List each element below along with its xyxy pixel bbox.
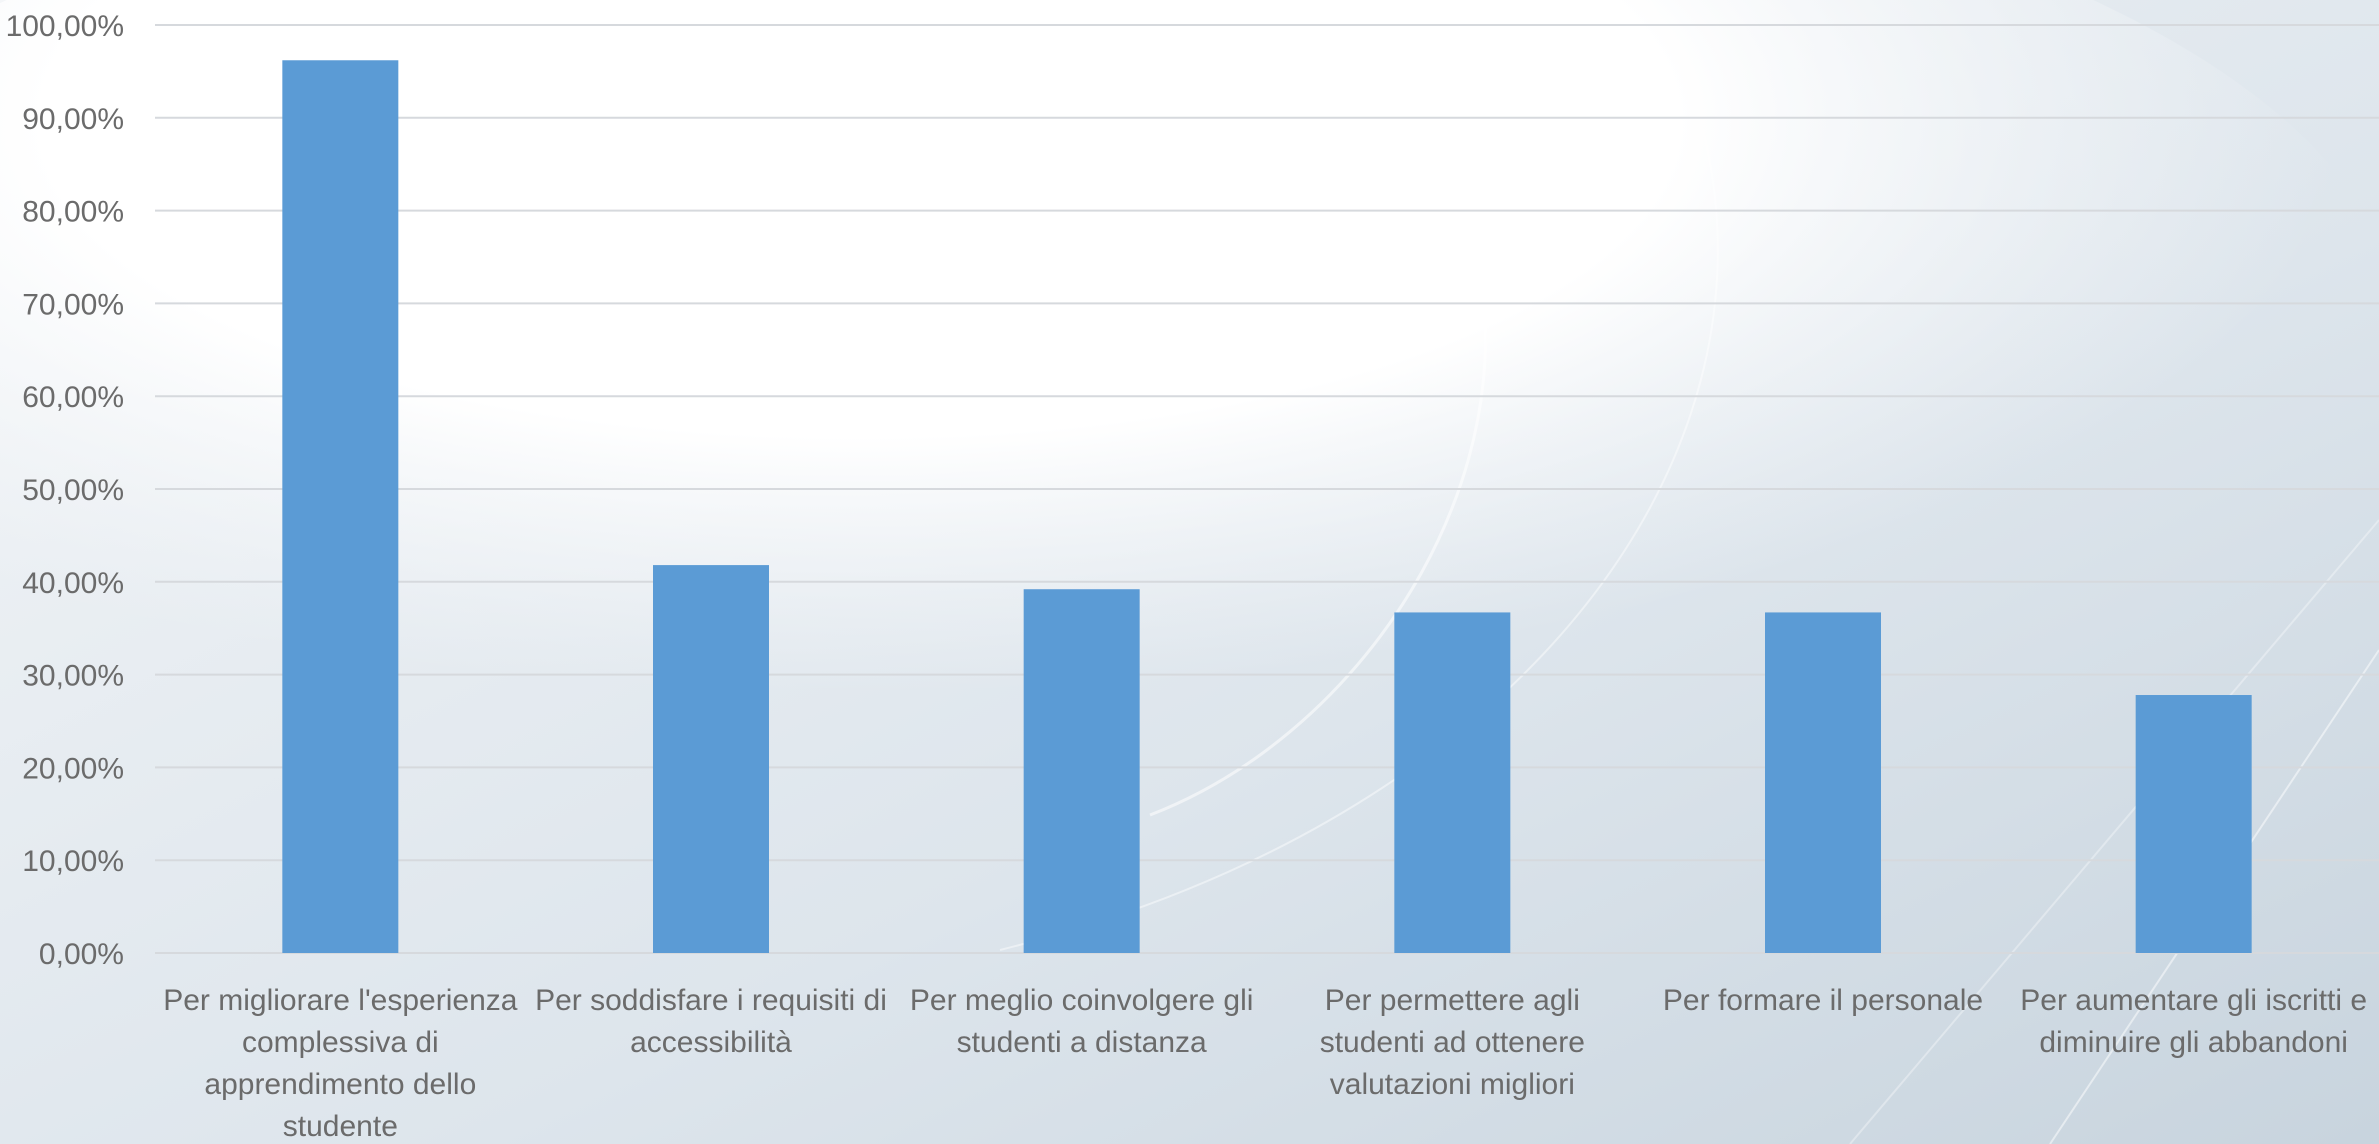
bar [653, 565, 769, 953]
y-tick-label: 10,00% [22, 845, 124, 878]
x-category-label: Per soddisfare i requisiti di accessibil… [535, 984, 887, 1059]
y-tick-label: 60,00% [22, 381, 124, 414]
x-category-label: Per aumentare gli iscritti e diminuire g… [2020, 984, 2368, 1059]
y-tick-label: 30,00% [22, 660, 124, 693]
gridlines [155, 24, 2379, 954]
y-tick-label: 80,00% [22, 196, 124, 229]
bar [282, 60, 399, 954]
x-category-label: Per meglio coinvolgere gli studenti a di… [909, 984, 1254, 1059]
y-tick-label: 40,00% [22, 567, 124, 600]
bars [282, 60, 2252, 954]
y-tick-label: 70,00% [22, 288, 124, 321]
bar [1394, 612, 1511, 953]
y-tick-label: 20,00% [22, 752, 124, 785]
y-tick-label: 0,00% [39, 938, 124, 971]
x-category-label: Per migliorare l'esperienza complessiva … [163, 984, 518, 1143]
x-category-label: Per permettere agli studenti ad ottenere… [1319, 984, 1585, 1101]
bar [1765, 612, 1881, 953]
y-tick-label: 90,00% [22, 103, 124, 136]
bar [1023, 589, 1140, 953]
y-tick-label: 100,00% [6, 10, 124, 43]
y-axis: 0,00% 10,00% 20,00% 30,00% 40,00% 50,00% 60,00… [6, 10, 124, 971]
y-tick-label: 50,00% [22, 474, 124, 507]
bar [2135, 695, 2252, 953]
x-category-label: Per formare il personale [1662, 984, 1984, 1017]
